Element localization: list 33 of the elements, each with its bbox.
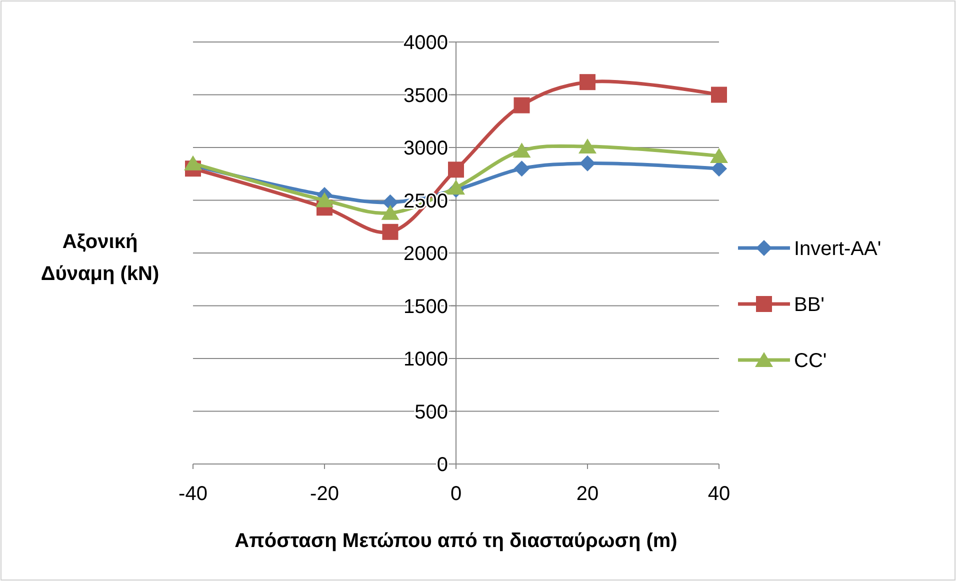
x-tick-label: -40: [178, 483, 208, 505]
y-tick-label: 0: [436, 454, 448, 476]
point: [514, 160, 530, 177]
point: [710, 148, 728, 163]
y-tick-label: 2000: [404, 243, 448, 265]
point: [448, 162, 464, 178]
x-tick-label: 20: [576, 483, 599, 505]
y-tick-label: 4000: [404, 32, 448, 54]
y-tick-label: 3500: [404, 84, 448, 107]
point: [382, 224, 398, 240]
y-axis-title: Αξονική Δύναμη (kN): [40, 231, 160, 285]
legend-label: CC': [794, 350, 827, 372]
point: [381, 204, 400, 220]
point: [580, 155, 596, 172]
x-tick-label: -20: [310, 483, 339, 505]
y-tick-label: 500: [414, 401, 448, 424]
y-tick-label: 1000: [404, 348, 448, 370]
x-tick-label: 0: [450, 483, 462, 505]
point: [316, 192, 334, 208]
x-axis-title: Απόσταση Μετώπου από τη διασταύρωση (m): [234, 530, 678, 552]
y-tick-label: 3000: [404, 138, 448, 160]
legend-label: BB': [794, 294, 824, 316]
point: [578, 138, 596, 154]
point: [184, 155, 202, 170]
point: [512, 142, 531, 158]
x-tick-label: 40: [708, 483, 730, 505]
point: [580, 74, 596, 90]
point: [447, 180, 465, 195]
point: [382, 194, 398, 210]
y-tick-label: 1500: [404, 296, 448, 318]
point: [514, 97, 530, 114]
point: [711, 86, 727, 103]
legend-label: Invert-AA': [794, 238, 882, 260]
